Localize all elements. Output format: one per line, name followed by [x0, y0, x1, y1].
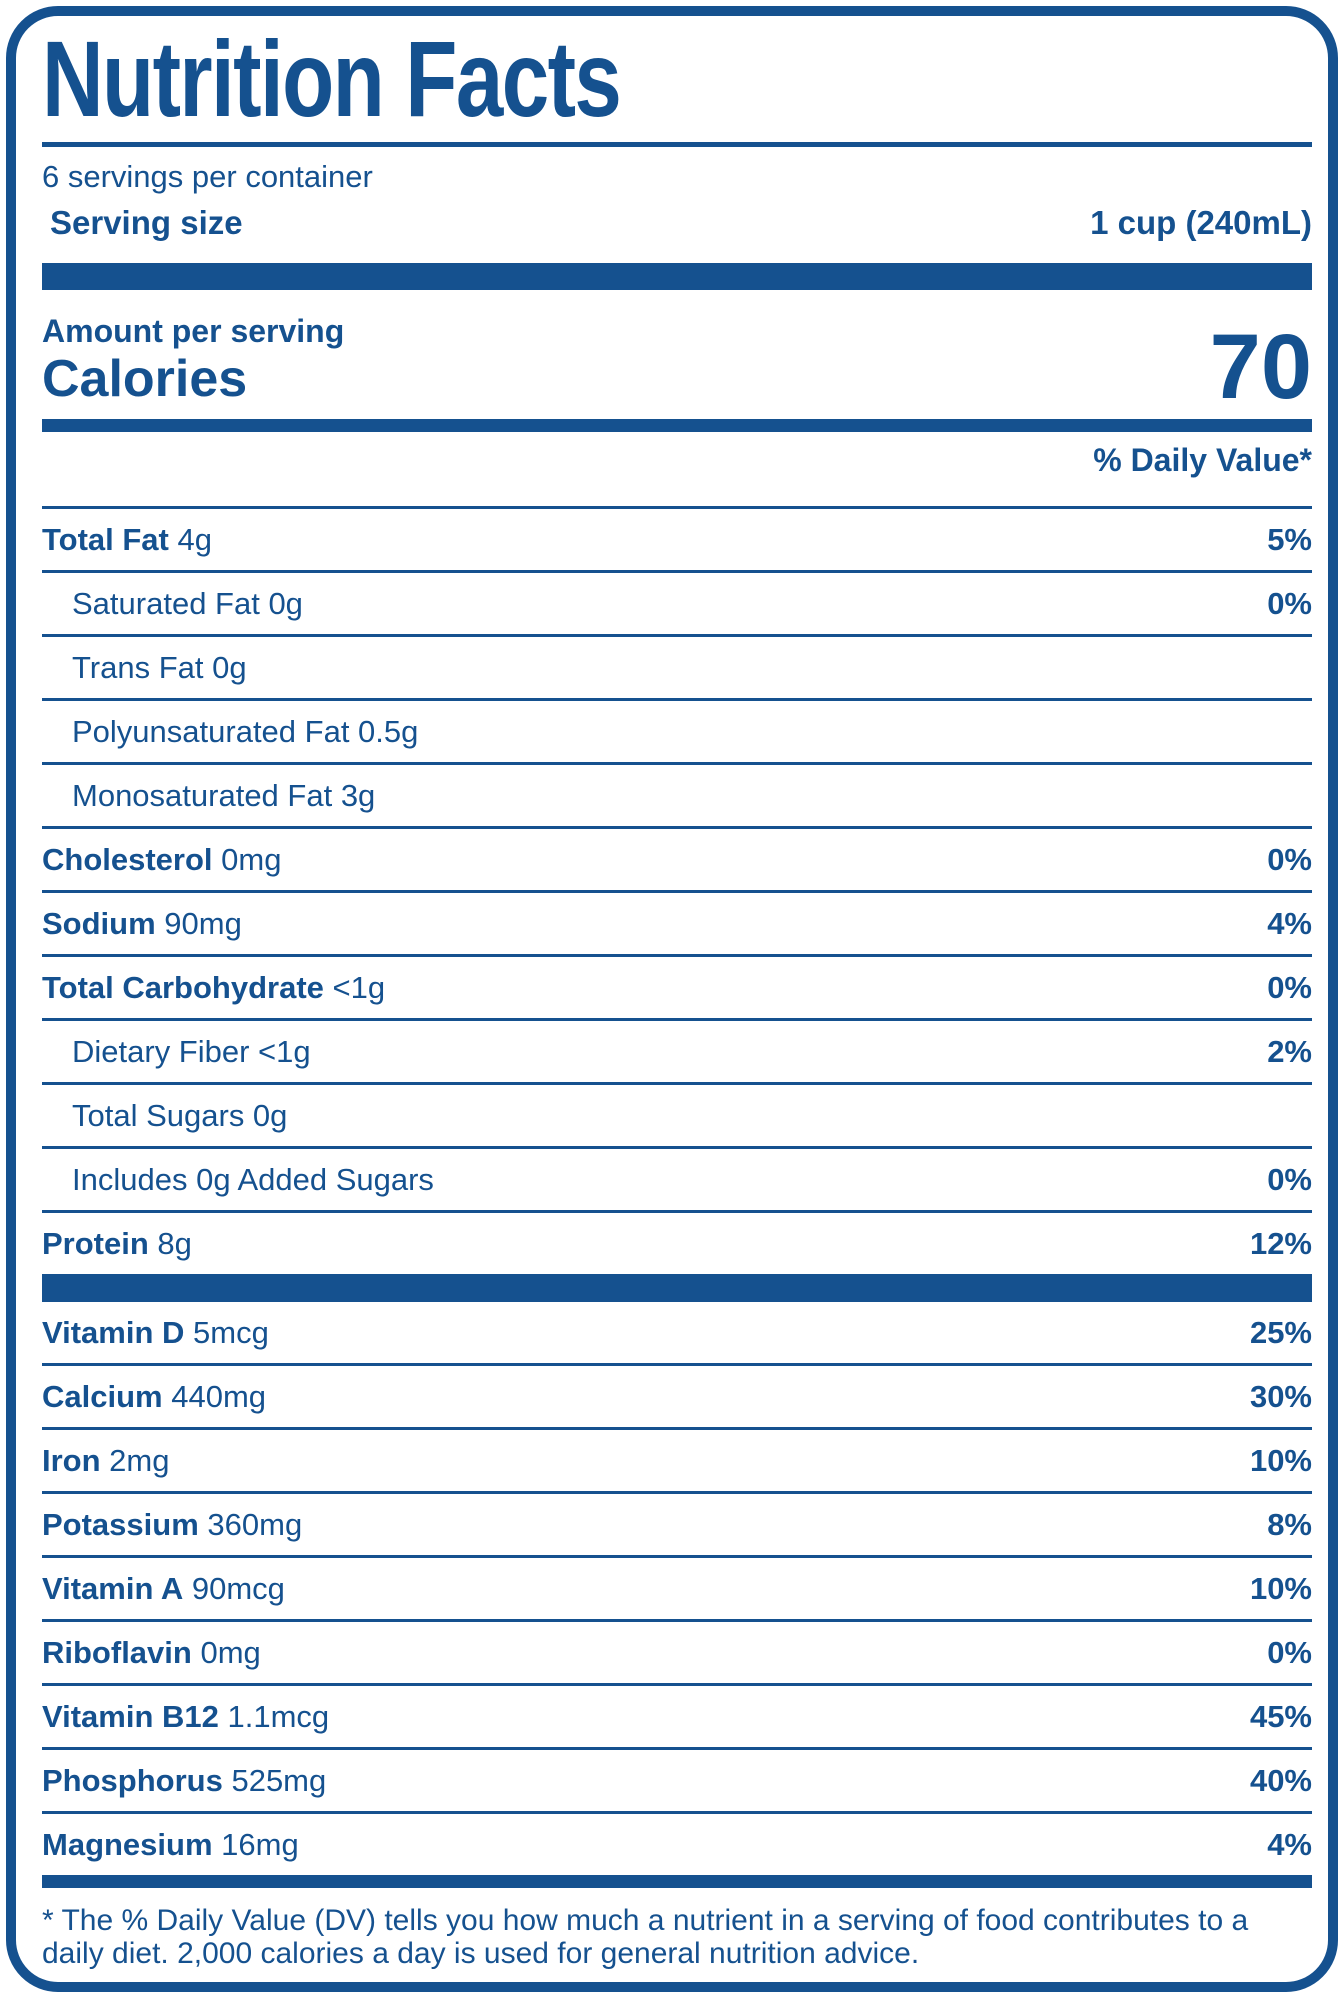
nutrient-name-and-amount: Total Fat 4g	[42, 522, 212, 557]
nutrient-row: Dietary Fiber <1g 2%	[42, 1018, 1312, 1082]
nutrient-name-and-amount: Vitamin B12 1.1mcg	[42, 1699, 330, 1734]
serving-size-label: Serving size	[50, 204, 243, 241]
calories-row: Calories 70	[42, 320, 1312, 413]
nutrient-daily-value-percent: 25%	[1249, 1315, 1312, 1350]
nutrient-row: Sodium 90mg 4%	[42, 890, 1312, 954]
nutrient-daily-value-percent: 10%	[1249, 1443, 1312, 1478]
nutrient-row: Calcium 440mg 30%	[42, 1363, 1312, 1427]
nutrient-name-and-amount: Magnesium 16mg	[42, 1827, 299, 1862]
section-divider-bar	[42, 419, 1312, 432]
nutrient-daily-value-percent: 0%	[1267, 970, 1312, 1005]
nutrient-name-and-amount: Cholesterol 0mg	[42, 842, 282, 877]
nutrient-name-and-amount: Iron 2mg	[42, 1443, 170, 1478]
nutrient-row: Monosaturated Fat 3g	[42, 762, 1312, 826]
nutrient-row: Protein 8g 12%	[42, 1210, 1312, 1274]
label-content: Nutrition Facts 6 servings per container…	[16, 16, 1328, 1970]
nutrient-row: Potassium 360mg 8%	[42, 1491, 1312, 1555]
nutrient-name-and-amount: Phosphorus 525mg	[42, 1763, 327, 1798]
servings-per-container: 6 servings per container	[42, 159, 373, 194]
nutrient-daily-value-percent: 40%	[1249, 1763, 1312, 1798]
nutrient-daily-value-percent: 0%	[1267, 842, 1312, 877]
serving-size-value: 1 cup (240mL)	[1090, 204, 1312, 241]
nutrient-row: Vitamin B12 1.1mcg 45%	[42, 1683, 1312, 1747]
calories-value: 70	[1209, 315, 1312, 418]
nutrient-row: Cholesterol 0mg 0%	[42, 826, 1312, 890]
nutrient-daily-value-percent: 0%	[1267, 586, 1312, 621]
nutrition-facts-label: Nutrition Facts 6 servings per container…	[6, 6, 1338, 1992]
nutrient-row: Saturated Fat 0g 0%	[42, 570, 1312, 634]
nutrient-daily-value-percent: 2%	[1267, 1034, 1312, 1069]
daily-value-header: % Daily Value*	[1093, 442, 1312, 478]
nutrient-name-and-amount: Potassium 360mg	[42, 1507, 303, 1542]
vitamin-rows: Vitamin D 5mcg 25% Calcium 440mg 30% Iron 2m…	[42, 1302, 1312, 1875]
nutrient-name-and-amount: Vitamin D 5mcg	[42, 1315, 269, 1350]
nutrient-row: Total Sugars 0g	[42, 1082, 1312, 1146]
nutrient-row: Total Fat 4g 5%	[42, 509, 1312, 570]
nutrient-name-and-amount: Sodium 90mg	[42, 906, 242, 941]
nutrient-daily-value-percent: 0%	[1267, 1635, 1312, 1670]
nutrient-daily-value-percent: 45%	[1249, 1699, 1312, 1734]
section-divider-bar	[42, 263, 1312, 290]
daily-value-footnote: * The % Daily Value (DV) tells you how m…	[42, 1904, 1249, 1970]
nutrient-name-and-amount: Total Sugars 0g	[72, 1098, 288, 1133]
nutrient-name-and-amount: Dietary Fiber <1g	[72, 1034, 311, 1069]
title-block: Nutrition Facts	[42, 16, 1312, 142]
nutrient-row: Magnesium 16mg 4%	[42, 1811, 1312, 1875]
nutrient-daily-value-percent: 4%	[1267, 906, 1312, 941]
nutrient-row: Riboflavin 0mg 0%	[42, 1619, 1312, 1683]
serving-size-row: Serving size 1 cup (240mL)	[42, 205, 1312, 240]
calories-label: Calories	[42, 350, 248, 408]
nutrient-name-and-amount: Includes 0g Added Sugars	[72, 1162, 434, 1197]
amount-per-serving-label: Amount per serving	[42, 313, 345, 349]
nutrient-daily-value-percent: 4%	[1267, 1827, 1312, 1862]
nutrient-name-and-amount: Saturated Fat 0g	[72, 586, 303, 621]
nutrient-name-and-amount: Calcium 440mg	[42, 1379, 267, 1414]
nutrient-daily-value-percent: 0%	[1267, 1162, 1312, 1197]
nutrient-daily-value-percent: 30%	[1249, 1379, 1312, 1414]
nutrient-daily-value-percent: 10%	[1249, 1571, 1312, 1606]
nutrient-row: Trans Fat 0g	[42, 634, 1312, 698]
nutrient-name-and-amount: Vitamin A 90mcg	[42, 1571, 285, 1606]
nutrient-row: Iron 2mg 10%	[42, 1427, 1312, 1491]
nutrient-name-and-amount: Polyunsaturated Fat 0.5g	[72, 714, 419, 749]
nutrient-daily-value-percent: 12%	[1249, 1226, 1312, 1261]
nutrient-name-and-amount: Riboflavin 0mg	[42, 1635, 261, 1670]
nutrient-row: Total Carbohydrate <1g 0%	[42, 954, 1312, 1018]
nutrient-daily-value-percent: 8%	[1267, 1507, 1312, 1542]
nutrient-name-and-amount: Protein 8g	[42, 1226, 192, 1261]
nutrient-row: Includes 0g Added Sugars 0%	[42, 1146, 1312, 1210]
nutrient-row: Vitamin A 90mcg 10%	[42, 1555, 1312, 1619]
section-divider-bar	[42, 1274, 1312, 1302]
nutrient-daily-value-percent: 5%	[1267, 522, 1312, 557]
label-title: Nutrition Facts	[42, 18, 622, 139]
nutrient-name-and-amount: Total Carbohydrate <1g	[42, 970, 386, 1005]
section-divider-bar	[42, 1875, 1312, 1888]
nutrient-row: Polyunsaturated Fat 0.5g	[42, 698, 1312, 762]
nutrient-name-and-amount: Trans Fat 0g	[72, 650, 247, 685]
title-divider	[42, 142, 1312, 147]
nutrient-name-and-amount: Monosaturated Fat 3g	[72, 778, 376, 813]
nutrient-row: Vitamin D 5mcg 25%	[42, 1302, 1312, 1363]
nutrient-row: Phosphorus 525mg 40%	[42, 1747, 1312, 1811]
nutrient-rows: Total Fat 4g 5% Saturated Fat 0g 0% Trans Fa…	[42, 506, 1312, 1274]
